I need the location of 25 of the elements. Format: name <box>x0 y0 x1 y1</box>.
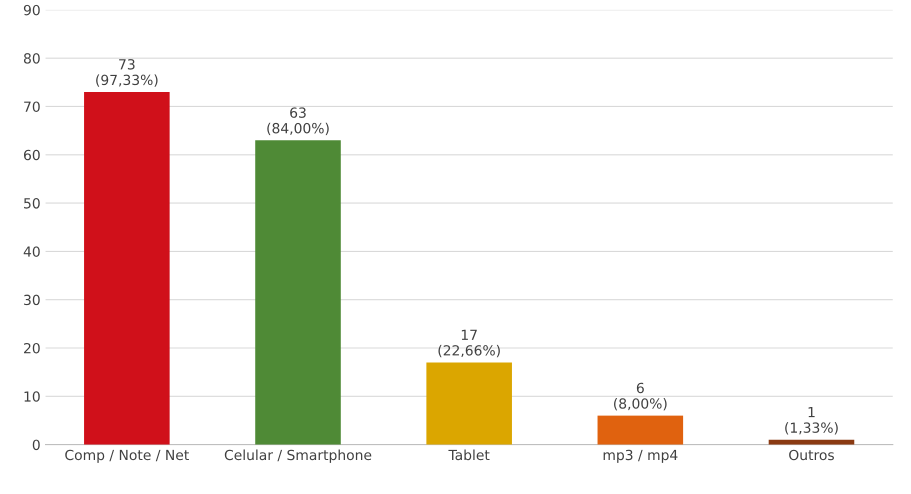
y-tick-label: 10 <box>24 391 40 402</box>
x-tick-label: Comp / Note / Net <box>65 450 189 463</box>
y-tick-label: 0 <box>32 440 40 450</box>
x-tick-label: mp3 / mp4 <box>604 450 678 463</box>
bar <box>598 416 684 445</box>
bar <box>426 362 512 445</box>
data-label: 17 (22,66%) <box>438 330 500 358</box>
y-tick-label: 40 <box>24 246 40 257</box>
y-tick-label: 60 <box>24 150 40 160</box>
data-label: 1 (1,33%) <box>785 407 838 435</box>
y-tick-label: 80 <box>24 53 40 64</box>
y-tick-label: 70 <box>24 101 40 112</box>
y-tick-label: 50 <box>24 198 40 209</box>
bar <box>84 92 170 445</box>
x-tick-label: Tablet <box>448 449 490 460</box>
data-label: 63 (84,00%) <box>267 107 329 136</box>
y-tick-label: 90 <box>24 4 40 16</box>
x-tick-label: Celular / Smartphone <box>224 449 372 463</box>
bar <box>768 440 854 445</box>
x-tick-label: Outros <box>789 450 834 460</box>
data-label: 6 (8,00%) <box>614 382 667 410</box>
data-label: 73 (97,33%) <box>96 59 158 87</box>
y-tick-label: 20 <box>24 342 40 354</box>
bar <box>255 140 341 445</box>
y-tick-label: 30 <box>24 294 40 306</box>
